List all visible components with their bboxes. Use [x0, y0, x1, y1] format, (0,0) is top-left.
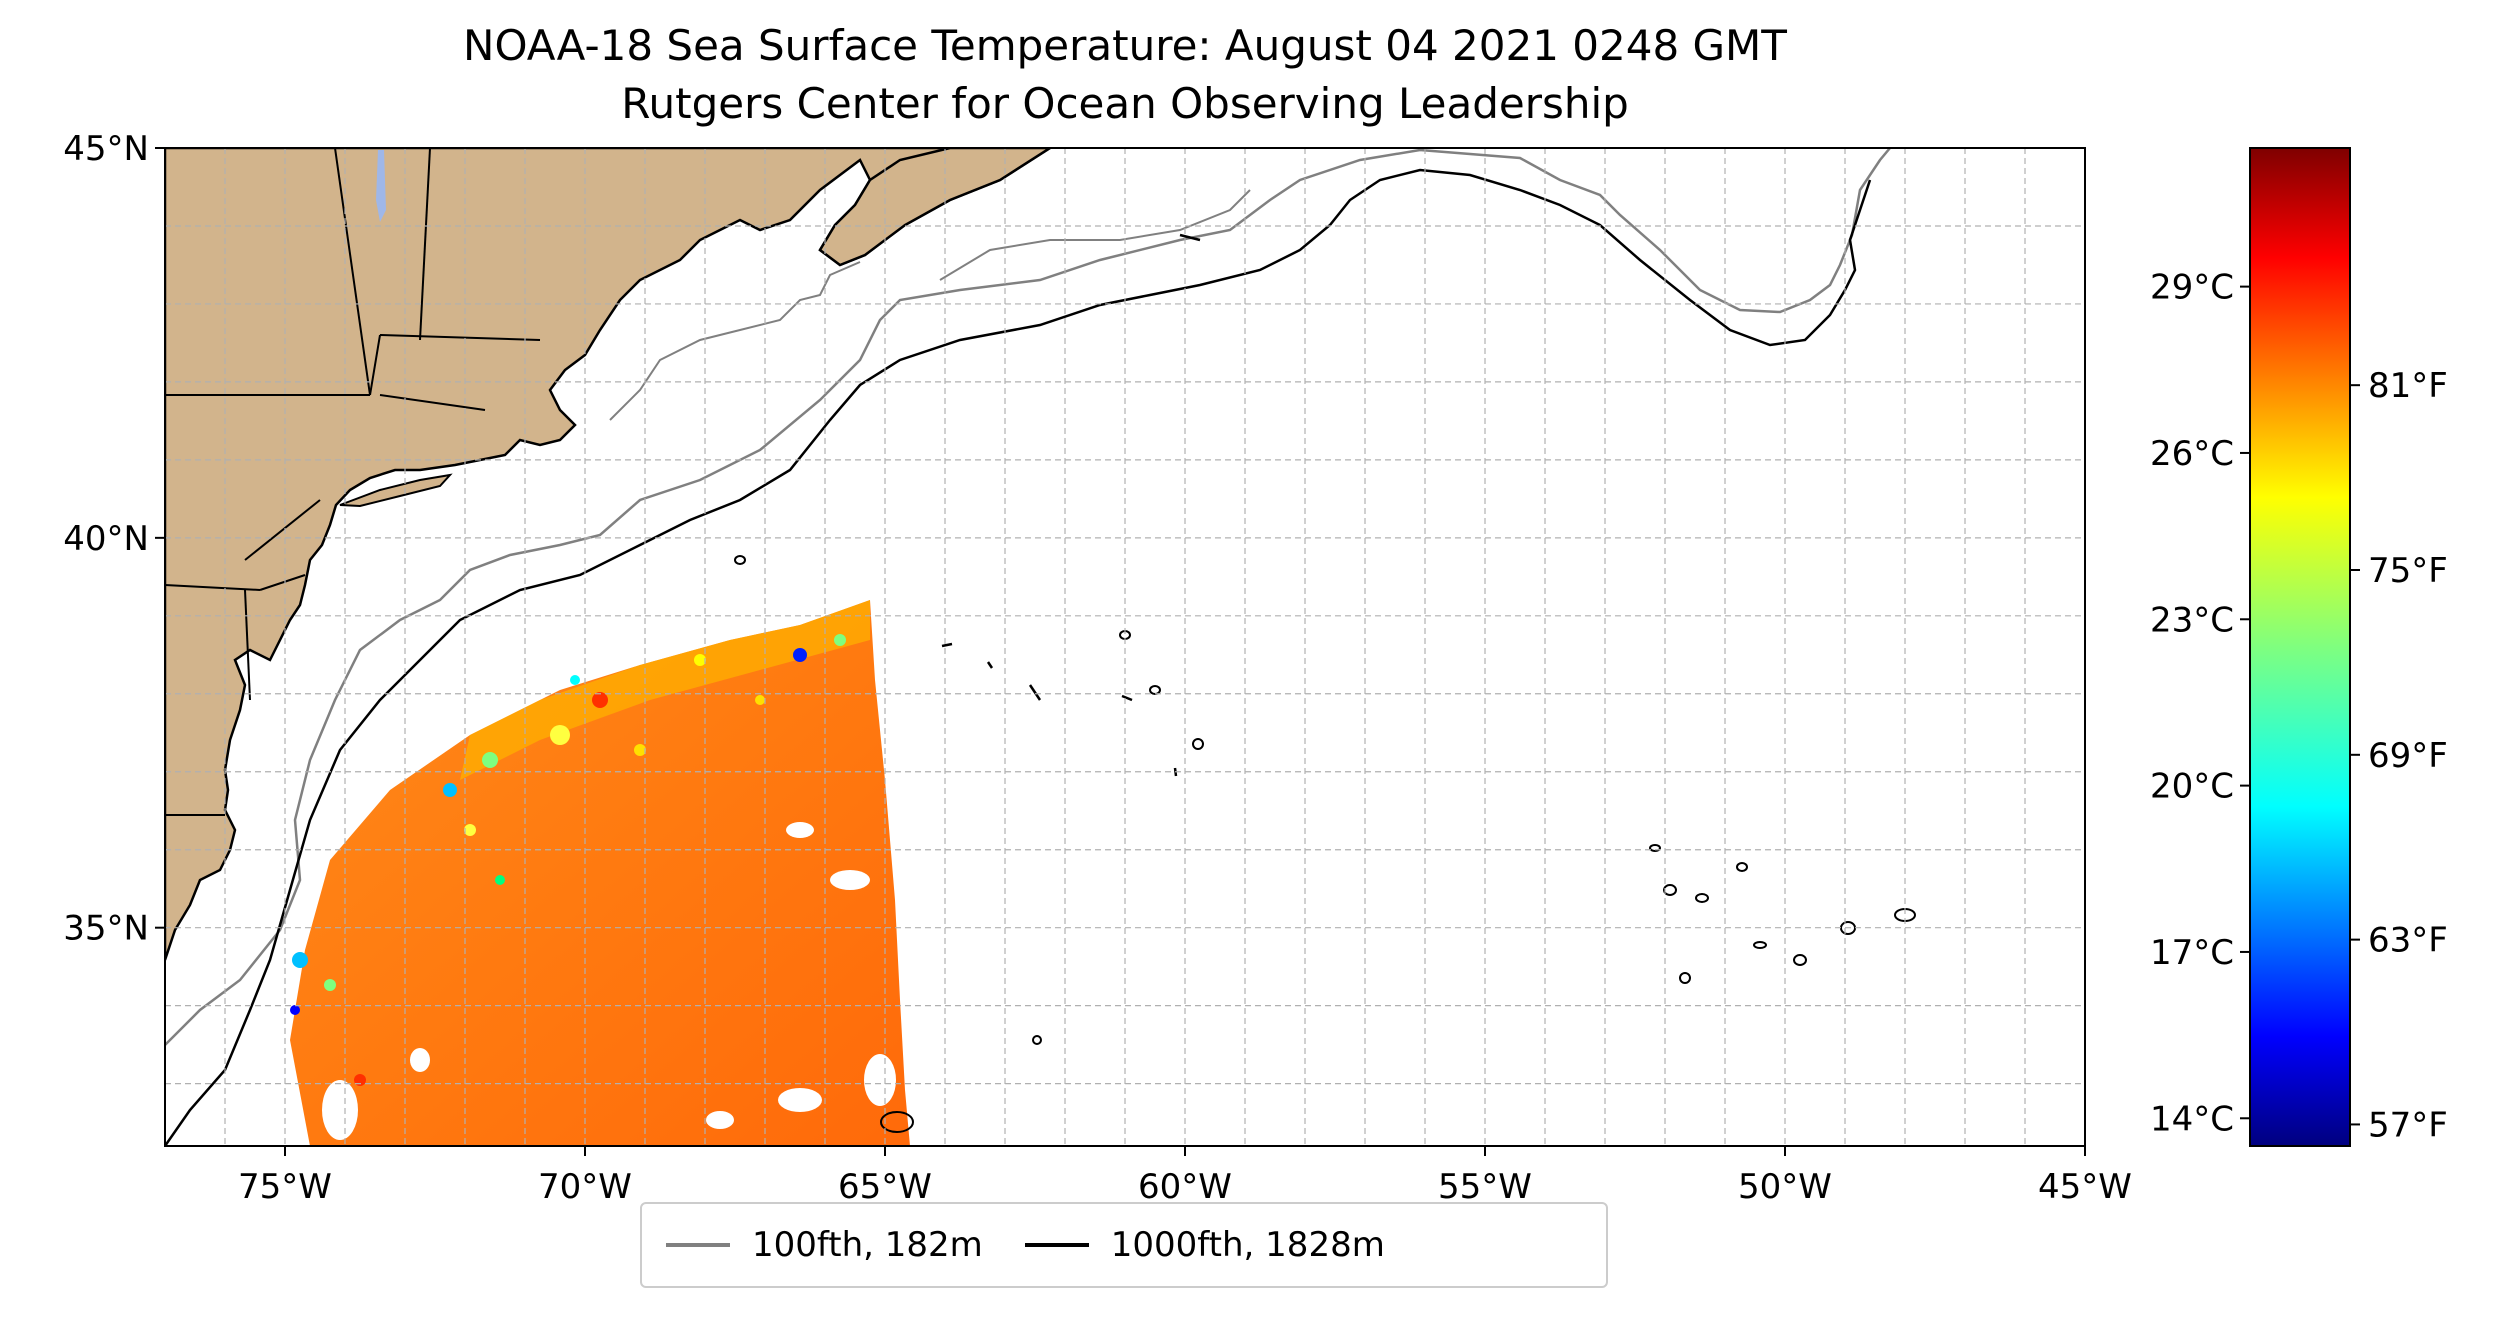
celsius-tick-label: 23°C	[2150, 600, 2234, 640]
sst-cloud-gaps	[322, 822, 896, 1140]
isobath-100fth-gulf-2	[939, 189, 1251, 281]
lon-tick-label: 50°W	[1738, 1167, 1832, 1207]
land-north-america	[165, 148, 1053, 961]
state-borders	[165, 148, 541, 816]
colorbar-celsius-ticks: 14°C 17°C 20°C 23°C 26°C 29°C	[2150, 268, 2250, 1139]
lon-tick-label: 45°W	[2038, 1167, 2132, 1207]
lon-tick-label: 60°W	[1138, 1167, 1232, 1207]
map-frame	[164, 147, 2086, 1147]
colorbar-fahrenheit-ticks: 57°F 63°F 69°F 75°F 81°F	[2350, 366, 2448, 1145]
legend-item-1000fth: 1000fth, 1828m	[1001, 1225, 1385, 1265]
celsius-tick-label: 14°C	[2150, 1099, 2234, 1139]
legend-line-gray	[666, 1243, 730, 1247]
celsius-tick-label: 20°C	[2150, 767, 2234, 807]
celsius-tick-label: 26°C	[2150, 434, 2234, 474]
seamount-segments	[941, 233, 1201, 777]
lat-tick-label: 40°N	[63, 519, 149, 559]
celsius-tick-label: 29°C	[2150, 268, 2234, 308]
chart-subtitle: Rutgers Center for Ocean Observing Leade…	[621, 79, 1629, 128]
legend-item-100fth: 100fth, 182m	[642, 1225, 983, 1265]
legend-label-1000fth: 1000fth, 1828m	[1110, 1225, 1385, 1265]
longitude-ticks: 75°W 70°W 65°W 60°W 55°W 50°W 45°W	[238, 1146, 2132, 1207]
sst-swath-edge	[460, 600, 870, 780]
sst-scattered-pixels	[290, 634, 846, 1086]
seamounts	[734, 555, 1916, 1133]
lon-tick-label: 65°W	[838, 1167, 932, 1207]
sst-swath	[290, 600, 910, 1146]
fahrenheit-tick-label: 63°F	[2368, 921, 2448, 961]
lat-tick-label: 45°N	[63, 129, 149, 169]
legend-line-black	[1024, 1243, 1089, 1247]
latitude-ticks: 45°N 40°N 35°N	[63, 129, 165, 949]
land-nova-scotia	[818, 148, 1053, 267]
fahrenheit-tick-label: 75°F	[2368, 551, 2448, 591]
lon-tick-label: 70°W	[538, 1167, 632, 1207]
chart-title: NOAA-18 Sea Surface Temperature: August …	[463, 21, 1787, 70]
long-island	[339, 473, 453, 508]
gridlines	[165, 148, 2085, 1146]
isobath-100fth-gulf	[609, 261, 861, 421]
fahrenheit-tick-label: 57°F	[2368, 1105, 2448, 1145]
lake-champlain	[376, 150, 386, 222]
fahrenheit-tick-label: 81°F	[2368, 366, 2448, 406]
fahrenheit-tick-label: 69°F	[2368, 736, 2448, 776]
lat-tick-label: 35°N	[63, 909, 149, 949]
celsius-tick-label: 17°C	[2150, 933, 2234, 973]
lon-tick-label: 75°W	[238, 1167, 332, 1207]
isobath-100fth	[165, 148, 1891, 1046]
lon-tick-label: 55°W	[1438, 1167, 1532, 1207]
colorbar	[2249, 147, 2351, 1147]
legend-label-100fth: 100fth, 182m	[752, 1225, 983, 1265]
legend: 100fth, 182m 1000fth, 1828m	[640, 1202, 1608, 1288]
